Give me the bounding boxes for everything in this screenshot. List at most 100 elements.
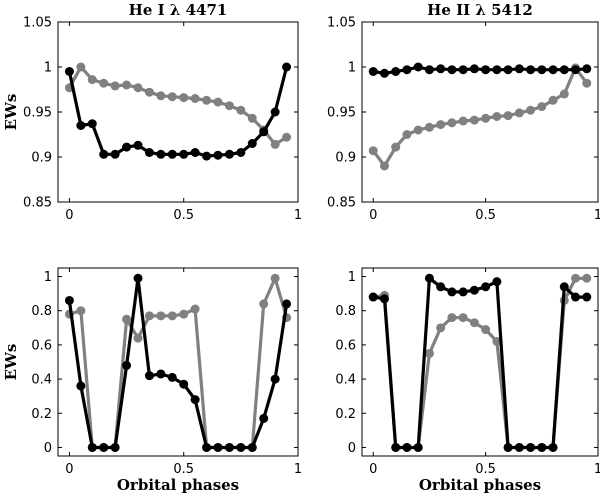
x-tick-label: 0 xyxy=(65,462,73,477)
data-point-black xyxy=(379,294,389,304)
data-point-black xyxy=(548,65,558,75)
data-point-black xyxy=(167,372,177,382)
data-point-black xyxy=(156,149,166,159)
data-point-gray xyxy=(213,97,223,107)
data-point-black xyxy=(282,62,292,72)
data-point-black xyxy=(270,107,280,117)
y-tick-label: 1 xyxy=(44,61,52,76)
panel-3: 0 0.2 0.4 0.6 0.8 1 0 0.5 1 Orbital phases EWs xyxy=(2,267,302,494)
data-point-gray xyxy=(282,132,292,142)
data-point-black xyxy=(526,442,536,452)
panel-4: 0 0.2 0.4 0.6 0.8 1 0 0.5 1 Orbital phases xyxy=(335,267,600,494)
data-point-gray xyxy=(133,333,143,343)
data-point-black xyxy=(110,442,120,452)
data-point-black xyxy=(571,65,581,75)
y-tick-label: 0.85 xyxy=(327,196,356,211)
x-tick-label: 1 xyxy=(294,462,302,477)
panel-title: He I λ 4471 xyxy=(129,1,228,19)
data-point-black xyxy=(402,442,412,452)
data-point-black xyxy=(526,65,536,75)
y-tick-label: 0.2 xyxy=(31,407,52,422)
x-tick-label: 0.5 xyxy=(475,462,496,477)
data-point-black xyxy=(167,149,177,159)
data-point-black xyxy=(122,142,132,152)
y-tick-label: 0.8 xyxy=(335,304,356,319)
data-point-gray xyxy=(436,120,446,130)
data-point-black xyxy=(424,65,434,75)
data-point-black xyxy=(224,442,234,452)
data-point-black xyxy=(514,442,524,452)
data-point-black xyxy=(458,287,468,297)
panel-2: 0.85 0.9 0.95 1 1.05 0 0.5 1 He II λ 5412 xyxy=(327,1,600,223)
data-point-gray xyxy=(167,311,177,321)
data-point-black xyxy=(436,64,446,74)
data-point-black xyxy=(213,150,223,160)
data-point-gray xyxy=(447,313,457,323)
data-point-black xyxy=(537,65,547,75)
panel-title: He II λ 5412 xyxy=(427,1,533,19)
data-point-black xyxy=(503,442,513,452)
data-point-black xyxy=(582,292,592,302)
y-tick-label: 1.05 xyxy=(327,16,356,31)
data-point-gray xyxy=(224,101,234,111)
y-tick-label: 0.95 xyxy=(23,106,52,121)
data-point-black xyxy=(87,442,97,452)
data-point-gray xyxy=(537,102,547,112)
data-point-black xyxy=(144,371,154,381)
data-point-gray xyxy=(368,146,378,156)
data-point-gray xyxy=(571,273,581,283)
axes-frame xyxy=(57,21,299,203)
data-point-black xyxy=(469,64,479,74)
x-tick-label: 0 xyxy=(369,208,377,223)
data-point-gray xyxy=(503,111,513,121)
y-tick-label: 0.85 xyxy=(23,196,52,211)
data-point-black xyxy=(247,139,257,148)
y-tick-label: 0.6 xyxy=(335,338,356,353)
data-point-gray xyxy=(122,314,132,324)
data-point-gray xyxy=(481,113,491,123)
data-point-black xyxy=(481,65,491,75)
data-point-gray xyxy=(469,318,479,328)
data-point-black xyxy=(133,273,143,283)
data-point-gray xyxy=(458,116,468,126)
y-tick-label: 0 xyxy=(44,441,52,456)
data-point-gray xyxy=(559,89,569,99)
axes-frame xyxy=(57,267,299,457)
data-point-black xyxy=(213,442,223,452)
x-tick-label: 1 xyxy=(594,462,600,477)
data-point-black xyxy=(413,442,423,452)
data-point-gray xyxy=(458,313,468,323)
data-point-black xyxy=(190,148,200,157)
data-point-gray xyxy=(379,161,389,171)
data-point-black xyxy=(64,67,74,76)
data-point-black xyxy=(368,67,378,76)
data-point-black xyxy=(492,277,502,287)
x-tick-label: 0.5 xyxy=(475,208,496,223)
data-point-black xyxy=(571,292,581,302)
data-point-gray xyxy=(110,81,120,91)
data-point-gray xyxy=(179,93,189,103)
x-tick-label: 0.5 xyxy=(173,208,194,223)
data-point-black xyxy=(190,395,200,405)
data-point-black xyxy=(236,148,246,157)
x-tick-label: 0 xyxy=(369,462,377,477)
y-tick-label: 0 xyxy=(348,441,356,456)
data-point-black xyxy=(64,295,74,305)
y-tick-label: 0.95 xyxy=(327,106,356,121)
series-line-gray xyxy=(68,276,289,450)
data-point-gray xyxy=(582,78,592,88)
data-point-gray xyxy=(156,91,166,101)
series-line-black xyxy=(372,276,587,450)
data-point-gray xyxy=(469,115,479,125)
x-axis-label: Orbital phases xyxy=(117,476,239,494)
data-point-black xyxy=(368,292,378,302)
data-point-black xyxy=(413,62,423,72)
data-point-black xyxy=(179,149,189,159)
data-point-gray xyxy=(492,336,502,346)
data-point-gray xyxy=(133,83,143,93)
data-point-gray xyxy=(179,309,189,319)
data-point-black xyxy=(402,65,412,75)
data-point-black xyxy=(99,149,109,159)
data-point-black xyxy=(259,127,269,137)
